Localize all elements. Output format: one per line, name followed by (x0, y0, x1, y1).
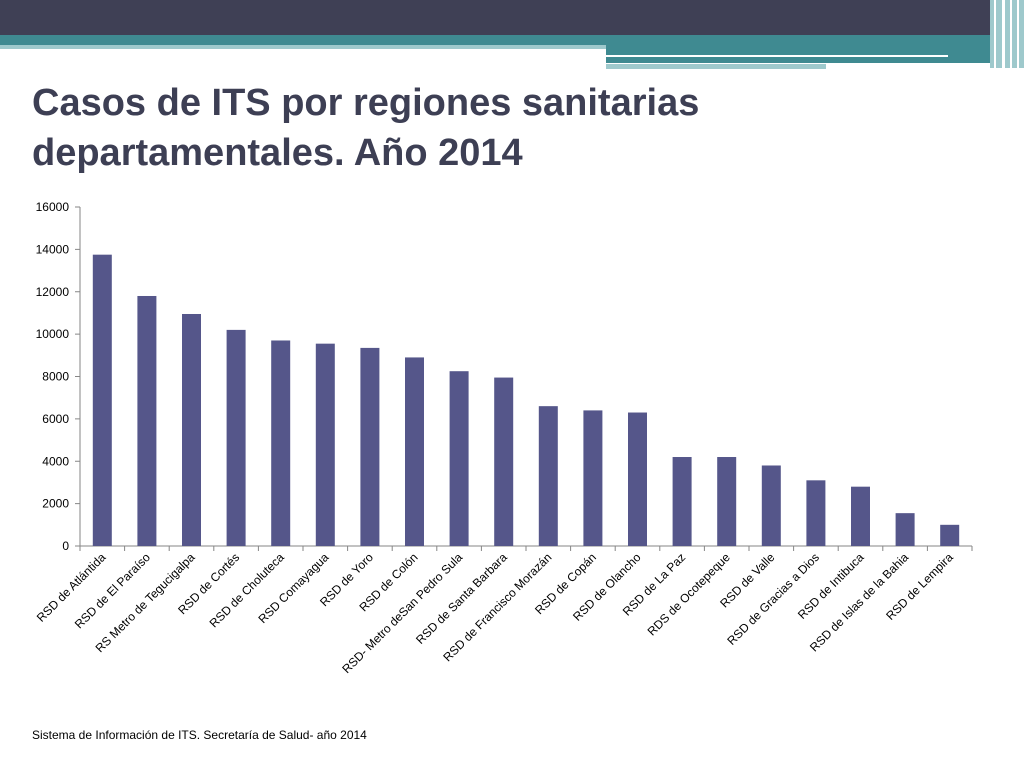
header-accent-strip (606, 45, 1024, 63)
bar (182, 313, 201, 546)
bar (137, 295, 157, 546)
bar (851, 486, 870, 546)
header-dark-band (0, 0, 1024, 35)
bar (583, 410, 603, 546)
slide-title-line-2: departamentales. Año 2014 (32, 132, 523, 174)
header-right-line-1 (994, 0, 996, 68)
bar (672, 457, 692, 546)
bar (806, 480, 826, 546)
slide-title-line-1: Casos de ITS por regiones sanitarias (32, 82, 700, 124)
source-note: Sistema de Información de ITS. Secretarí… (32, 728, 367, 742)
y-tick-label: 12000 (36, 285, 70, 299)
header-right-line-2 (1002, 0, 1005, 68)
bar (271, 340, 291, 546)
y-tick-label: 10000 (36, 327, 70, 341)
x-category-label: RSD de Choluteca (207, 550, 287, 630)
bar (315, 343, 335, 546)
bar (895, 513, 915, 546)
bar (226, 329, 246, 546)
bar (360, 347, 380, 546)
y-tick-label: 8000 (42, 370, 69, 384)
x-category-label: RSD de El Paraíso (72, 550, 153, 631)
header-decoration (0, 0, 1024, 69)
bar (449, 371, 469, 546)
bar (405, 357, 424, 546)
y-tick-label: 14000 (36, 242, 70, 256)
x-category-label: RDS de Ocotepeque (645, 550, 733, 638)
header-light-strip (0, 45, 606, 49)
header-white-line (606, 55, 948, 57)
y-tick-label: 6000 (42, 412, 69, 426)
header-right-line-3 (1010, 0, 1012, 68)
bar-chart: 0 2000 4000 6000 8000 10000 12000 14000 16000 RSD… (34, 200, 973, 676)
bar (761, 465, 781, 546)
header-teal-band (0, 35, 1024, 45)
y-tick-label: 0 (62, 539, 69, 553)
bar (717, 457, 737, 546)
bar (538, 406, 558, 546)
header-underline (606, 64, 826, 69)
y-tick-label: 16000 (36, 200, 70, 214)
bar (940, 524, 960, 546)
bar (628, 412, 647, 546)
slide-title: Casos de ITS por regiones sanitarias dep… (32, 78, 932, 178)
bar (494, 377, 514, 546)
header-right-line-4 (1017, 0, 1019, 68)
bar (92, 254, 112, 546)
y-tick-label: 4000 (42, 454, 69, 468)
y-tick-label: 2000 (42, 497, 69, 511)
